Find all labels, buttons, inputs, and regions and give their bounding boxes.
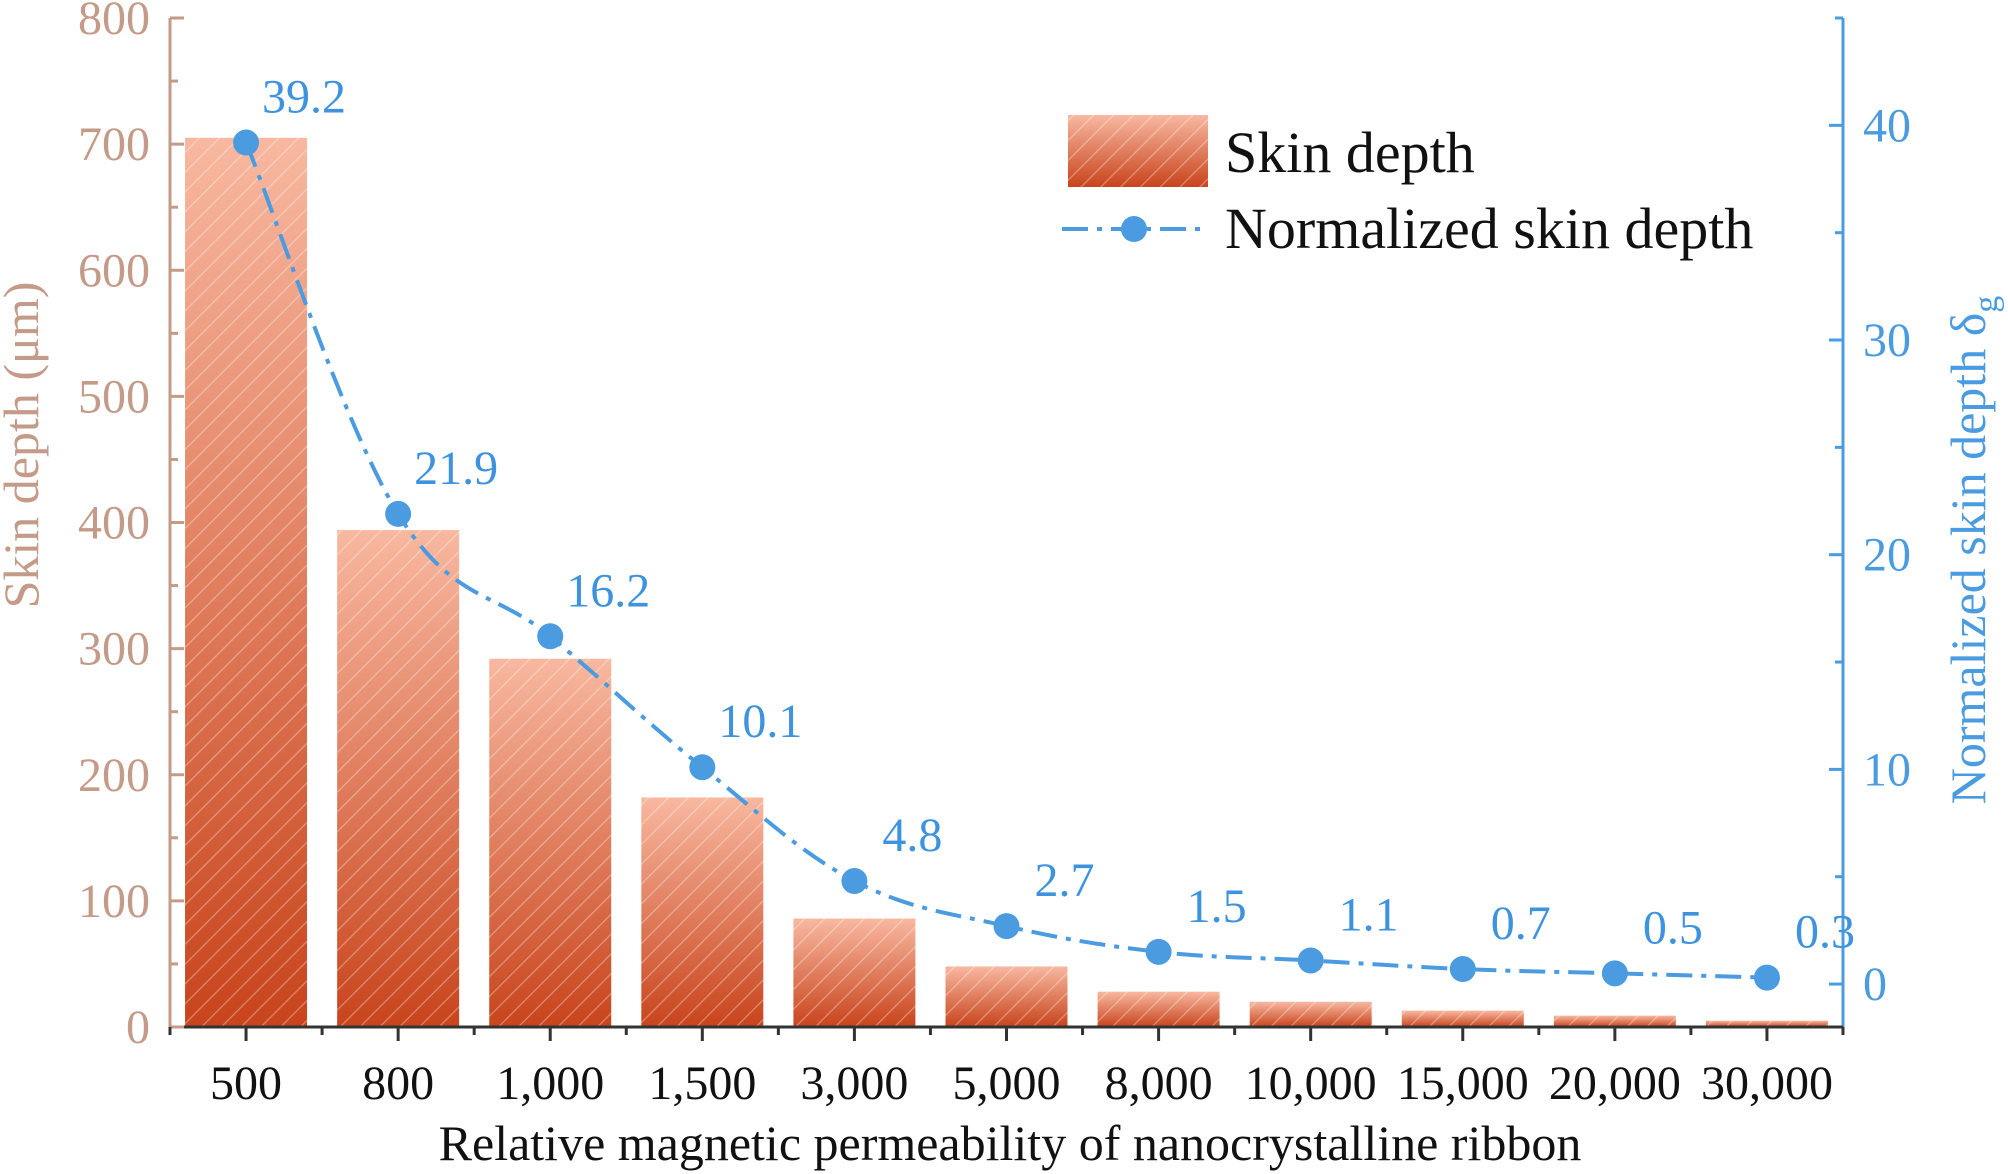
line-point-30,000: [1753, 964, 1780, 991]
line-point-500: [233, 129, 260, 156]
x-axis-title: Relative magnetic permeability of nanocr…: [439, 1115, 1582, 1171]
line-point-20,000: [1601, 960, 1628, 987]
left-axis-title: Skin depth (μm): [0, 282, 49, 609]
x-tick-label: 1,000: [496, 1057, 604, 1110]
normalized-skin-depth-line: [244, 141, 1768, 980]
bar-hatch-800: [337, 530, 460, 1027]
x-tick-label: 800: [362, 1057, 434, 1110]
x-tick-label: 1,500: [648, 1057, 756, 1110]
bar-hatch-20,000: [1553, 1015, 1676, 1027]
x-tick-label: 3,000: [800, 1057, 908, 1110]
line-point-10,000: [1297, 947, 1324, 974]
point-label-10,000: 1.1: [1339, 888, 1399, 941]
line-point-3,000: [841, 868, 868, 895]
legend-label-skin-depth: Skin depth: [1225, 120, 1475, 185]
line-point-8,000: [1145, 938, 1172, 965]
legend: Skin depth Normalized skin depth: [1062, 115, 1753, 261]
left-tick-label: 400: [78, 497, 150, 550]
right-tick-label: 10: [1863, 743, 1911, 796]
line-point-1,500: [689, 754, 716, 781]
legend-marker: [1121, 216, 1147, 242]
line-point-800: [385, 500, 412, 527]
x-tick-label: 500: [210, 1057, 282, 1110]
line-point-1,000: [537, 623, 564, 650]
x-tick-label: 20,000: [1549, 1057, 1681, 1110]
legend-bar-swatch-hatch: [1068, 115, 1208, 187]
point-label-8,000: 1.5: [1187, 880, 1247, 933]
bar-hatch-1,500: [641, 797, 764, 1027]
point-label-20,000: 0.5: [1643, 901, 1703, 954]
point-label-5,000: 2.7: [1035, 854, 1095, 907]
left-tick-label: 300: [78, 623, 150, 676]
point-label-3,000: 4.8: [882, 809, 942, 862]
point-labels-layer: 39.2 21.9 16.2 10.1 4.8 2.7 1.5 1.1 0.7 0.5 0.3: [262, 71, 1855, 959]
left-tick-label: 100: [78, 875, 150, 928]
point-label-800: 21.9: [414, 442, 498, 495]
left-tick-label: 0: [126, 1001, 150, 1054]
x-tick-label: 10,000: [1245, 1057, 1377, 1110]
line-layer: [233, 129, 1780, 991]
left-tick-label: 500: [78, 370, 150, 423]
right-axis-title-subscript: g: [1968, 296, 2005, 313]
bar-hatch-30,000: [1705, 1020, 1828, 1027]
x-tick-label: 15,000: [1397, 1057, 1529, 1110]
bar-hatch-5,000: [945, 966, 1068, 1027]
bar-hatch-10,000: [1249, 1001, 1372, 1027]
line-point-5,000: [993, 913, 1020, 940]
point-label-1,000: 16.2: [566, 564, 650, 617]
axes-layer: 0 100 200 300 400 500 600 700 800 0 10 20 30 40 500 800…: [78, 0, 1911, 1110]
point-label-15,000: 0.7: [1491, 897, 1551, 950]
bar-hatch-3,000: [793, 918, 916, 1027]
right-tick-label: 20: [1863, 529, 1911, 582]
point-label-500: 39.2: [262, 71, 346, 124]
point-label-1,500: 10.1: [718, 695, 802, 748]
bar-hatch-500: [185, 137, 308, 1028]
point-label-30,000: 0.3: [1795, 906, 1855, 959]
legend-label-normalized-skin-depth: Normalized skin depth: [1225, 196, 1753, 261]
x-tick-label: 8,000: [1105, 1057, 1213, 1110]
bar-hatch-15,000: [1401, 1010, 1524, 1027]
x-tick-label: 30,000: [1701, 1057, 1833, 1110]
right-tick-label: 40: [1863, 99, 1911, 152]
left-tick-label: 800: [78, 0, 150, 45]
line-point-15,000: [1449, 956, 1476, 983]
right-axis-title-main: Normalized skin depth δ: [1940, 313, 1996, 805]
left-tick-label: 700: [78, 118, 150, 171]
bars-layer: [185, 137, 1828, 1028]
left-tick-label: 600: [78, 244, 150, 297]
right-tick-label: 0: [1863, 958, 1887, 1011]
left-tick-label: 200: [78, 749, 150, 802]
right-axis-title: Normalized skin depth δg: [1940, 296, 2005, 805]
right-tick-label: 30: [1863, 314, 1911, 367]
bar-hatch-8,000: [1097, 991, 1220, 1027]
bar-hatch-1,000: [489, 658, 612, 1027]
x-tick-label: 5,000: [953, 1057, 1061, 1110]
